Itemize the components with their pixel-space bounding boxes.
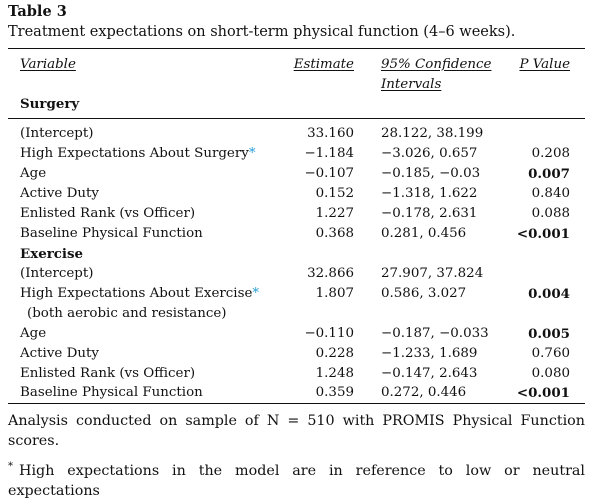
row-variable-text: Active Duty bbox=[20, 346, 99, 361]
row-p-value: <0.001 bbox=[516, 385, 570, 401]
row-variable: Baseline Physical Function bbox=[20, 226, 203, 241]
footnote-main: Analysis conducted on sample of N = 510 … bbox=[8, 411, 585, 451]
header-estimate: Estimate bbox=[293, 57, 354, 72]
header-p-value: P Value bbox=[519, 57, 570, 72]
row-estimate: 1.227 bbox=[315, 206, 354, 221]
header-rule bbox=[8, 118, 585, 119]
row-p-value: 0.088 bbox=[531, 206, 570, 221]
row-estimate: 1.248 bbox=[315, 366, 354, 381]
row-ci: 28.122, 38.199 bbox=[381, 126, 484, 141]
row-variable: Age bbox=[20, 326, 46, 341]
row-variable: High Expectations About Surgery* bbox=[20, 146, 256, 161]
footnote-star-line1-wrap: * High expectations in the model are in r… bbox=[8, 457, 585, 481]
header-ci-line1: 95% Confidence bbox=[381, 57, 492, 72]
bottom-rule bbox=[8, 403, 585, 404]
section-exercise: Exercise bbox=[20, 246, 84, 262]
header-ci-line2: Intervals bbox=[381, 77, 442, 92]
row-estimate: 33.160 bbox=[307, 126, 354, 141]
row-variable-text: Active Duty bbox=[20, 186, 99, 201]
row-ci: 0.586, 3.027 bbox=[381, 286, 467, 301]
row-variable-text: Age bbox=[20, 166, 47, 181]
footnote-main-line1: Analysis conducted on sample of N = 510 … bbox=[8, 413, 585, 429]
footnote-star-symbol: * bbox=[8, 461, 13, 472]
row-estimate: 0.152 bbox=[315, 186, 354, 201]
top-rule bbox=[8, 48, 585, 49]
row-variable: Enlisted Rank (vs Officer) bbox=[20, 366, 195, 381]
table-label: Table 3 bbox=[8, 3, 67, 20]
row-variable-text: (Intercept) bbox=[20, 126, 94, 141]
row-p-value: 0.760 bbox=[531, 346, 570, 361]
footnote-star: * High expectations in the model are in r… bbox=[8, 457, 585, 501]
row-ci: −3.026, 0.657 bbox=[381, 146, 478, 161]
row-variable: Age bbox=[20, 166, 46, 181]
row-ci: −1.233, 1.689 bbox=[381, 346, 478, 361]
row-variable: (Intercept) bbox=[20, 266, 93, 281]
row-variable: Enlisted Rank (vs Officer) bbox=[20, 206, 195, 221]
row-p-value: 0.005 bbox=[528, 326, 570, 342]
row-ci: 0.281, 0.456 bbox=[381, 226, 467, 241]
row-variable: Active Duty bbox=[20, 186, 99, 201]
row-variable-text: Enlisted Rank (vs Officer) bbox=[20, 206, 196, 221]
row-variable-text: High Expectations About Exercise bbox=[20, 286, 253, 301]
row-p-value: <0.001 bbox=[516, 226, 570, 242]
row-ci: −0.178, 2.631 bbox=[381, 206, 478, 221]
row-estimate: 32.866 bbox=[307, 266, 354, 281]
row-ci: −1.318, 1.622 bbox=[381, 186, 478, 201]
header-variable: Variable bbox=[20, 57, 76, 72]
row-estimate: −0.110 bbox=[304, 326, 354, 341]
row-estimate: −0.107 bbox=[304, 166, 354, 181]
row-variable: Baseline Physical Function bbox=[20, 385, 203, 400]
row-variable-text: High Expectations About Surgery bbox=[20, 146, 249, 161]
row-variable: (Intercept) bbox=[20, 126, 93, 141]
row-estimate: −1.184 bbox=[304, 146, 354, 161]
footnote-star-line2: expectations bbox=[8, 482, 100, 499]
row-variable: Active Duty bbox=[20, 346, 99, 361]
footnote-star-line1: High expectations in the model are in re… bbox=[19, 462, 585, 479]
row-p-value: 0.840 bbox=[531, 186, 570, 201]
table-caption: Treatment expectations on short-term phy… bbox=[8, 24, 516, 40]
row-estimate: 0.228 bbox=[315, 346, 354, 361]
row-ci: 0.272, 0.446 bbox=[381, 385, 467, 400]
row-variable-text: (Intercept) bbox=[20, 266, 94, 281]
row-estimate: 0.368 bbox=[315, 226, 354, 241]
row-p-value: 0.004 bbox=[528, 286, 570, 302]
row-variable-text: Baseline Physical Function bbox=[20, 385, 203, 400]
row-p-value: 0.208 bbox=[531, 146, 570, 161]
row-estimate: 1.807 bbox=[315, 286, 354, 301]
footnote-main-line2: scores. bbox=[8, 433, 60, 449]
row-ci: −0.147, 2.643 bbox=[381, 366, 478, 381]
row-variable-line2: (both aerobic and resistance) bbox=[27, 306, 227, 321]
row-variable-text: Enlisted Rank (vs Officer) bbox=[20, 366, 196, 381]
row-p-value: 0.007 bbox=[528, 166, 570, 182]
row-variable: High Expectations About Exercise* bbox=[20, 286, 259, 301]
footnote-marker: * bbox=[252, 286, 260, 301]
row-ci: 27.907, 37.824 bbox=[381, 266, 484, 281]
row-variable-text: Age bbox=[20, 326, 47, 341]
row-estimate: 0.359 bbox=[315, 385, 354, 400]
row-ci: −0.187, −0.033 bbox=[381, 326, 489, 341]
section-surgery: Surgery bbox=[20, 96, 80, 112]
row-ci: −0.185, −0.03 bbox=[381, 166, 481, 181]
row-variable-text: Baseline Physical Function bbox=[20, 226, 203, 241]
footnote-marker: * bbox=[248, 146, 256, 161]
row-p-value: 0.080 bbox=[531, 366, 570, 381]
